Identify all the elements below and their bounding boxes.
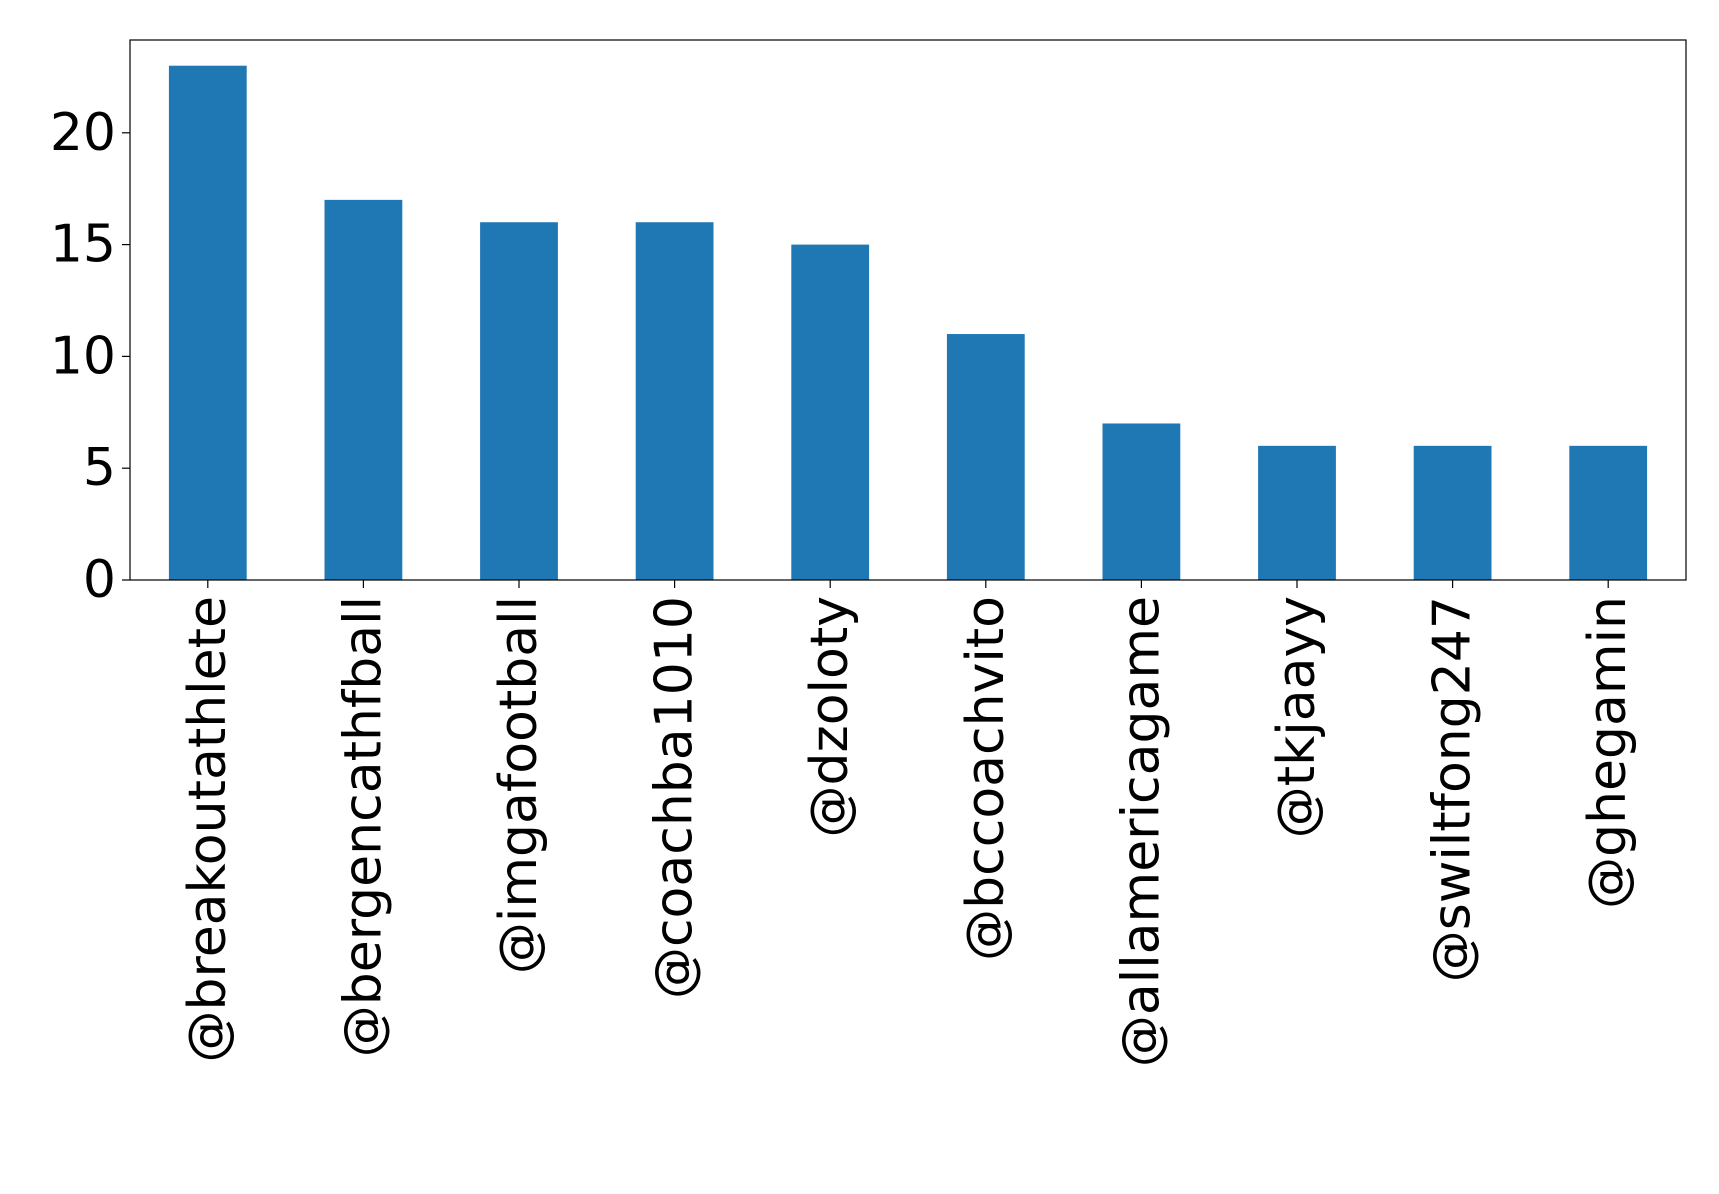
x-tick-label-1: @bergencathfball bbox=[333, 596, 393, 1057]
x-tick-label-0: @breakoutathlete bbox=[178, 596, 238, 1063]
x-tick-label-9: @ghegamin bbox=[1578, 596, 1638, 909]
bar-5 bbox=[946, 334, 1025, 580]
y-tick-label-4: 20 bbox=[50, 103, 116, 163]
x-tick-label-4: @dzoloty bbox=[800, 596, 860, 838]
x-tick-label-5: @bccoachvito bbox=[956, 596, 1016, 961]
axes-layer bbox=[129, 39, 1687, 581]
x-tick-label-6: @allamericagame bbox=[1111, 596, 1171, 1067]
x-tick-label-7: @tkjaayy bbox=[1267, 596, 1327, 838]
bars-layer bbox=[168, 65, 1648, 581]
y-tick-label-0: 0 bbox=[83, 550, 116, 610]
bar-6 bbox=[1102, 423, 1181, 580]
bar-0 bbox=[168, 65, 247, 580]
y-tick-label-3: 15 bbox=[50, 215, 116, 275]
bar-4 bbox=[791, 244, 870, 581]
x-tick-label-3: @coachba1010 bbox=[645, 596, 705, 999]
bar-1 bbox=[324, 199, 403, 580]
x-tick-label-2: @imgafootball bbox=[489, 596, 549, 974]
bar-8 bbox=[1413, 445, 1492, 580]
bar-9 bbox=[1569, 445, 1648, 580]
y-tick-label-1: 5 bbox=[83, 438, 116, 498]
x-tick-label-8: @swiltfong247 bbox=[1423, 596, 1483, 982]
bar-2 bbox=[480, 222, 558, 580]
plot-frame bbox=[129, 39, 1687, 581]
ticks-layer: 0 5 10 15 20 @breakoutathlete @bergencathfball… bbox=[50, 103, 1638, 1067]
bar-7 bbox=[1258, 445, 1336, 580]
y-tick-label-2: 10 bbox=[50, 326, 116, 386]
bar-3 bbox=[635, 222, 714, 580]
